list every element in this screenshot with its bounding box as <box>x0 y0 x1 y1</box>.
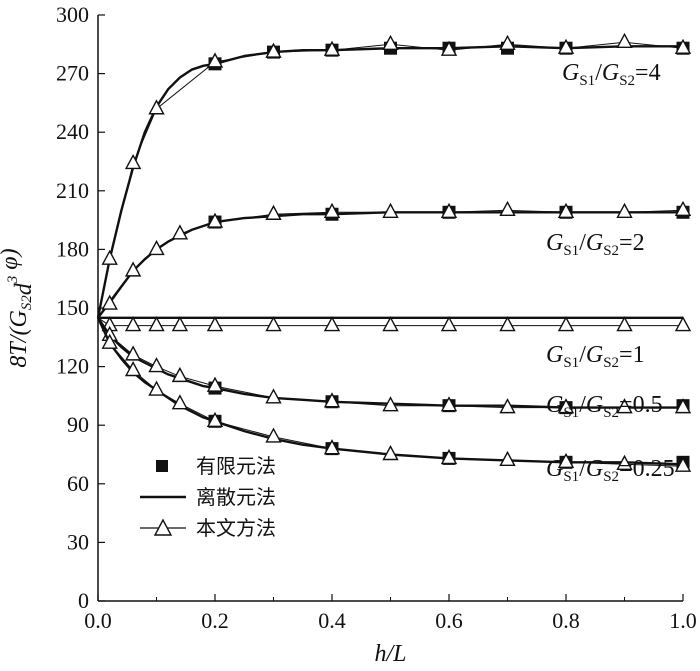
triangle-marker <box>674 316 692 332</box>
triangle-marker <box>148 239 165 256</box>
triangle-marker <box>382 396 399 412</box>
triangle-marker <box>206 212 224 228</box>
y-tick-label: 210 <box>56 178 89 203</box>
triangle-marker <box>124 153 142 170</box>
legend-square-icon <box>156 460 168 472</box>
triangle-marker <box>206 316 224 332</box>
y-tick-label: 120 <box>56 354 89 379</box>
x-tick-label: 1.0 <box>669 608 697 633</box>
triangle-marker <box>206 376 224 392</box>
triangle-marker <box>265 316 282 332</box>
y-tick-label: 300 <box>56 2 89 27</box>
triangle-marker <box>265 388 282 404</box>
triangle-marker <box>206 411 224 427</box>
triangle-marker <box>616 454 633 470</box>
curve-label: GS1/GS2=4 <box>562 60 661 89</box>
y-axis-label: 8T/(GS2d3 φ) <box>0 248 37 367</box>
triangle-marker <box>616 398 633 414</box>
triangle-marker <box>148 99 165 115</box>
triangle-marker <box>323 439 341 455</box>
triangle-marker <box>557 202 575 218</box>
triangle-marker <box>101 249 118 265</box>
triangle-marker <box>499 316 516 332</box>
triangle-marker <box>101 333 118 349</box>
y-tick-label: 240 <box>56 119 89 144</box>
triangle-marker <box>557 38 575 54</box>
triangle-marker <box>440 40 458 56</box>
y-tick-label: 30 <box>67 529 89 554</box>
triangle-marker <box>382 34 399 50</box>
legend-label: 本文方法 <box>196 516 276 540</box>
series-line <box>96 45 683 319</box>
series-method-line <box>97 209 684 319</box>
y-tick-label: 60 <box>67 471 89 496</box>
legend-triangle-icon <box>153 518 173 536</box>
triangle-marker <box>499 34 516 50</box>
x-tick-label: 0.2 <box>201 608 229 633</box>
triangle-marker <box>382 445 399 461</box>
triangle-marker <box>171 224 189 240</box>
triangle-marker <box>265 204 282 220</box>
triangle-marker <box>674 398 692 414</box>
curve-label: GS1/GS2=1 <box>546 342 645 371</box>
x-tick-label: 0.8 <box>552 608 580 633</box>
triangle-marker <box>323 40 341 56</box>
legend-label: 离散元法 <box>196 485 276 509</box>
triangle-marker <box>124 361 142 377</box>
triangle-marker <box>323 316 341 332</box>
triangle-marker <box>616 316 633 332</box>
triangle-marker <box>323 202 341 218</box>
triangle-marker <box>557 316 575 332</box>
triangle-marker <box>616 202 633 218</box>
triangle-marker <box>323 392 341 408</box>
x-tick-label: 0.6 <box>435 608 463 633</box>
triangle-marker <box>148 380 165 396</box>
triangle-marker <box>171 394 189 410</box>
triangle-marker <box>171 316 189 332</box>
triangle-marker <box>499 398 516 414</box>
y-tick-label: 270 <box>56 61 89 86</box>
triangle-marker <box>616 32 633 49</box>
triangle-marker <box>124 261 142 277</box>
y-tick-label: 0 <box>78 588 89 613</box>
triangle-marker <box>148 316 165 332</box>
triangle-marker <box>101 294 118 310</box>
x-axis-label: h/L <box>374 641 406 667</box>
triangle-marker <box>124 316 142 332</box>
triangle-marker <box>265 427 282 443</box>
triangle-marker <box>440 396 458 412</box>
triangle-marker <box>124 345 142 361</box>
triangle-marker <box>499 450 516 467</box>
triangle-marker <box>382 316 399 332</box>
triangle-marker <box>440 316 458 332</box>
x-tick-label: 0.4 <box>318 608 346 633</box>
triangle-marker <box>499 200 516 217</box>
curve-label: GS1/GS2=0.25 <box>546 456 675 485</box>
curve-label: GS1/GS2=0.5 <box>546 392 663 421</box>
triangle-marker <box>206 52 224 68</box>
triangle-marker <box>382 202 399 218</box>
y-tick-label: 90 <box>67 412 89 437</box>
curve-label: GS1/GS2=2 <box>546 230 645 259</box>
triangle-marker <box>674 456 692 472</box>
triangle-marker <box>171 366 189 383</box>
triangle-marker <box>440 448 458 465</box>
triangle-marker <box>674 200 692 217</box>
series-group <box>97 209 684 319</box>
triangle-marker <box>440 202 458 218</box>
series-line <box>97 211 683 319</box>
triangle-marker <box>148 357 165 373</box>
triangle-marker <box>557 452 575 469</box>
y-tick-label: 180 <box>56 236 89 261</box>
legend-label: 有限元法 <box>196 454 276 478</box>
triangle-marker <box>674 38 692 54</box>
x-tick-label: 0.0 <box>84 608 112 633</box>
y-tick-label: 150 <box>56 295 89 320</box>
triangle-marker <box>557 398 575 414</box>
triangle-marker <box>265 42 282 58</box>
